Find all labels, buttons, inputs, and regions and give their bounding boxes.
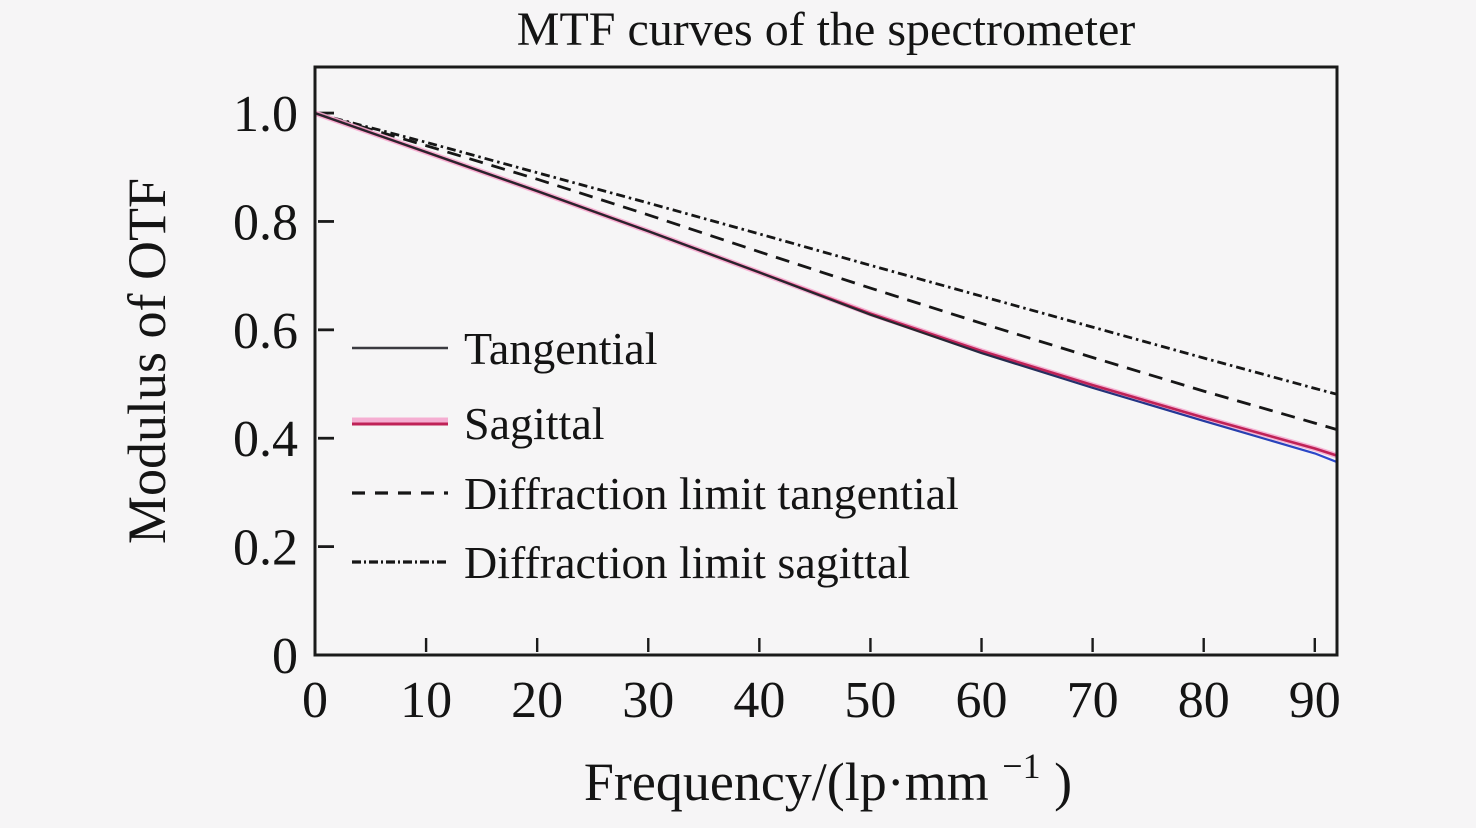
y-tick-label: 0.6 <box>233 303 298 360</box>
x-tick-label: 30 <box>622 672 674 729</box>
x-tick-label: 0 <box>302 672 328 729</box>
series-diffraction-limit-tangential <box>315 111 1337 431</box>
y-tick-label: 0 <box>272 628 298 685</box>
x-tick-label: 70 <box>1067 672 1119 729</box>
y-tick-label: 0.2 <box>233 520 298 577</box>
y-tick-label: 1.0 <box>233 86 298 143</box>
x-axis-label-end: ) <box>1054 752 1072 812</box>
x-tick-label: 20 <box>511 672 563 729</box>
series-group <box>315 110 1337 464</box>
legend: Tangential Sagittal Diffraction limit tang… <box>352 323 959 588</box>
legend-label-sagittal: Sagittal <box>464 398 605 449</box>
x-tick-label: 10 <box>400 672 452 729</box>
series-diffraction-limit-sagittal <box>315 111 1337 396</box>
legend-label-tangential: Tangential <box>464 323 657 374</box>
x-tick-label: 60 <box>956 672 1008 729</box>
x-axis-label: Frequency/(lp·mm −1 ) <box>584 730 1072 812</box>
x-axis-label-main: Frequency/(lp·mm <box>584 752 989 812</box>
legend-label-diffraction-limit-tangential: Diffraction limit tangential <box>464 468 959 519</box>
legend-label-diffraction-limit-sagittal: Diffraction limit sagittal <box>464 537 910 588</box>
y-tick-label: 0.4 <box>233 411 298 468</box>
x-tick-label: 80 <box>1178 672 1230 729</box>
x-tick-label: 40 <box>733 672 785 729</box>
x-axis-label-superscript: −1 <box>1002 746 1040 786</box>
y-axis-label: Modulus of OTF <box>117 178 177 544</box>
series-tangential <box>315 112 1337 464</box>
plot-border <box>313 65 1339 657</box>
plot-area: 0 10 20 30 40 50 60 70 80 90 0 0.2 0.4 0.6 0.8 1.0 Tange… <box>233 65 1341 729</box>
y-tick-label: 0.8 <box>233 194 298 251</box>
x-tick-label: 50 <box>844 672 896 729</box>
chart-title: MTF curves of the spectrometer <box>517 3 1135 56</box>
x-tick-label: 90 <box>1289 672 1341 729</box>
